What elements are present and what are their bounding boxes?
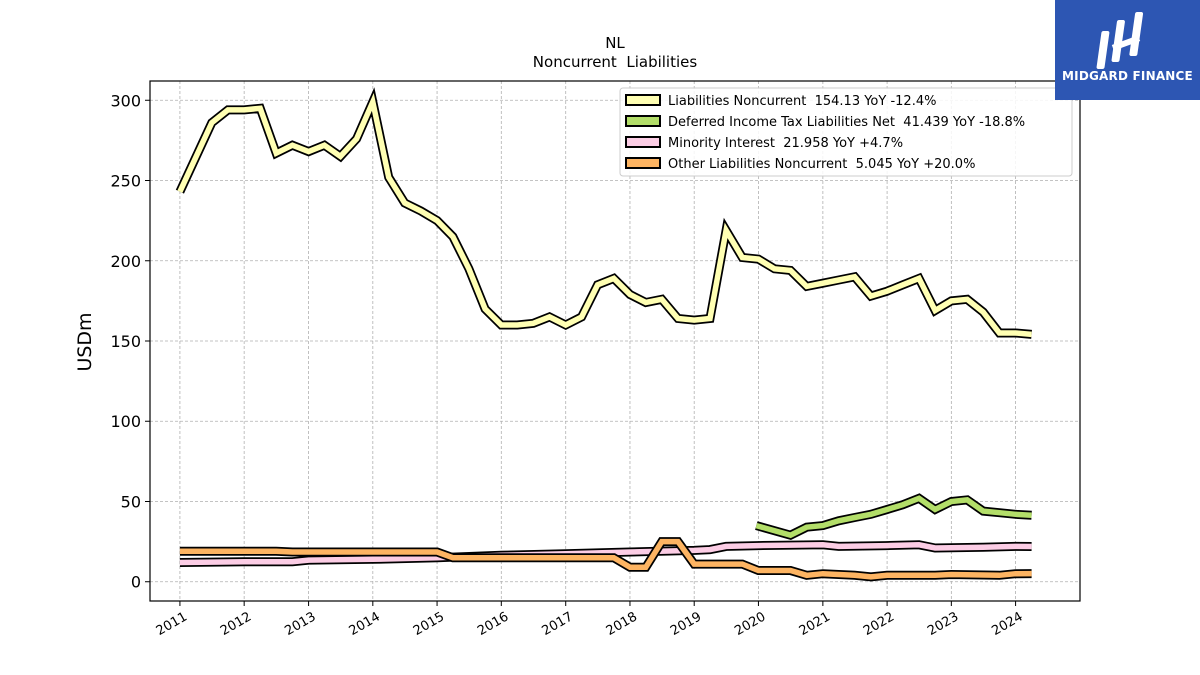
legend-label: Minority Interest 21.958 YoY +4.7% <box>668 136 903 151</box>
series-layer <box>175 87 1032 582</box>
series-2 <box>179 540 1032 567</box>
x-tick-label: 2024 <box>989 609 1025 639</box>
x-tick-label: 2020 <box>732 609 768 639</box>
legend-label: Liabilities Noncurrent 154.13 YoY -12.4% <box>668 94 936 109</box>
series-line <box>179 542 1032 566</box>
x-tick-label: 2011 <box>154 609 190 639</box>
x-tick-label: 2013 <box>282 609 318 639</box>
x-tick-label: 2014 <box>347 609 383 639</box>
midgard-finance-logo: MIDGARD FINANCE <box>1055 0 1200 100</box>
legend-swatch <box>625 136 661 148</box>
chart-subtitle: Noncurrent Liabilities <box>533 53 698 71</box>
legend-item: Deferred Income Tax Liabilities Net 41.4… <box>625 115 1025 130</box>
logo-mark-icon <box>1096 12 1144 69</box>
series-line <box>755 495 1032 539</box>
y-tick-label: 250 <box>110 172 141 191</box>
legend-item: Minority Interest 21.958 YoY +4.7% <box>625 136 903 151</box>
y-tick-label: 300 <box>110 91 141 110</box>
x-tick-label: 2012 <box>218 609 254 639</box>
logo-text: MIDGARD FINANCE <box>1062 69 1193 83</box>
y-tick-label: 200 <box>110 252 141 271</box>
y-tick-label: 150 <box>110 332 141 351</box>
series-3 <box>179 537 1032 582</box>
series-line <box>177 92 1032 338</box>
series-line <box>179 538 1032 580</box>
series-1 <box>755 493 1032 540</box>
x-tick-label: 2021 <box>797 609 833 639</box>
legend-box <box>619 87 1073 177</box>
x-tick-label: 2017 <box>540 609 576 639</box>
chart-title: NL <box>605 34 625 52</box>
y-axis-label: USDm <box>74 312 96 371</box>
legend-item: Other Liabilities Noncurrent 5.045 YoY +… <box>625 157 975 172</box>
x-tick-label: 2016 <box>475 609 511 639</box>
legend-swatch <box>625 94 661 106</box>
x-tick-label: 2015 <box>411 609 447 639</box>
y-tick-label: 50 <box>121 492 141 511</box>
legend: Liabilities Noncurrent 154.13 YoY -12.4%… <box>619 87 1073 177</box>
y-tick-label: 100 <box>110 412 141 431</box>
x-tick-label: 2019 <box>668 609 704 639</box>
legend-swatch <box>625 157 661 169</box>
legend-item: Liabilities Noncurrent 154.13 YoY -12.4% <box>625 94 936 109</box>
x-tick-label: 2023 <box>925 609 961 639</box>
legend-label: Other Liabilities Noncurrent 5.045 YoY +… <box>668 157 975 172</box>
x-tick-label: 2018 <box>604 609 640 639</box>
x-tick-label: 2022 <box>861 609 897 639</box>
y-tick-label: 0 <box>131 573 141 592</box>
legend-swatch <box>625 115 661 127</box>
legend-label: Deferred Income Tax Liabilities Net 41.4… <box>668 115 1025 130</box>
series-0 <box>175 87 1032 339</box>
